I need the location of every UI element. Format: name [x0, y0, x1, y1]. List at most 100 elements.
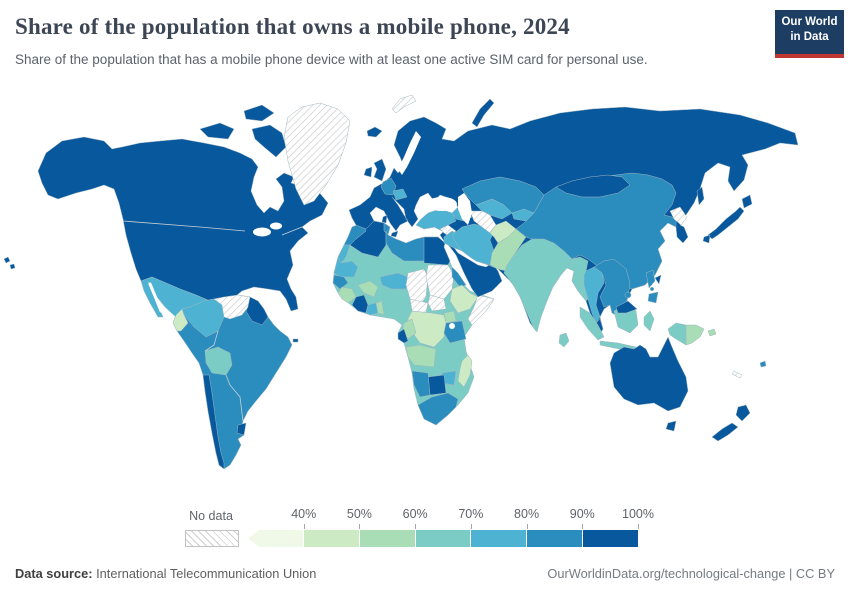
- region-sicily[interactable]: [390, 230, 399, 238]
- region-canada-united-states[interactable]: [37, 136, 329, 312]
- region-japan-kyushu[interactable]: [702, 234, 711, 244]
- region-austria-czechia[interactable]: [392, 188, 408, 201]
- legend-tick: [303, 524, 305, 529]
- chart-footer: Data source: International Telecommunica…: [15, 566, 835, 581]
- region-sulawesi[interactable]: [643, 310, 655, 332]
- region-hawaii[interactable]: [3, 256, 16, 270]
- region-niger[interactable]: [379, 272, 409, 290]
- legend-tick: [470, 524, 472, 529]
- region-egypt[interactable]: [423, 236, 451, 266]
- region-madagascar[interactable]: [457, 354, 473, 388]
- legend-bin-90-100%[interactable]: [582, 530, 639, 547]
- data-source-label: Data source:: [15, 566, 93, 581]
- region-ecuador[interactable]: [172, 308, 189, 332]
- caspian-sea: [458, 193, 472, 225]
- legend-bin-40-50%[interactable]: [302, 530, 359, 547]
- region-japan-honshu[interactable]: [707, 206, 745, 240]
- region-togo-benin[interactable]: [375, 300, 385, 316]
- region-sakhalin[interactable]: [696, 186, 705, 206]
- region-svalbard[interactable]: [391, 94, 417, 114]
- region-senegal[interactable]: [332, 274, 349, 290]
- region-thailand[interactable]: [583, 266, 605, 324]
- region-botswana[interactable]: [427, 374, 447, 396]
- region-novaya-zemlya[interactable]: [471, 98, 495, 128]
- baltic-sea: [398, 131, 421, 175]
- region-uruguay[interactable]: [236, 422, 247, 436]
- region-new-zealand-north[interactable]: [735, 404, 751, 422]
- owid-logo-line1: Our World: [781, 16, 838, 28]
- region-papua-new-guinea[interactable]: [685, 324, 705, 346]
- region-philippines-visayas[interactable]: [649, 286, 655, 292]
- region-germany[interactable]: [380, 177, 397, 196]
- region-burkina-faso[interactable]: [357, 280, 379, 298]
- region-hainan[interactable]: [624, 291, 632, 299]
- region-sri-lanka[interactable]: [558, 332, 570, 348]
- gulf-of-california: [148, 282, 163, 313]
- legend-bin-70-80%[interactable]: [470, 530, 527, 547]
- lake-victoria: [449, 323, 455, 329]
- region-arctic-island-ellesmere[interactable]: [243, 104, 275, 122]
- legend-tick-label: 50%: [346, 507, 372, 521]
- region-arctic-island-baffin[interactable]: [251, 124, 287, 158]
- region-ghana[interactable]: [365, 302, 379, 316]
- map-legend: No data 40% 50% 60% 70% 80% 90% 100%: [0, 507, 850, 551]
- region-guyanas[interactable]: [245, 296, 269, 326]
- region-south-sudan[interactable]: [427, 294, 447, 312]
- region-fiji[interactable]: [759, 360, 767, 368]
- region-venezuela[interactable]: [213, 294, 251, 320]
- region-gabon[interactable]: [397, 328, 409, 344]
- legend-tick-label: 70%: [458, 507, 484, 521]
- region-philippines-luzon[interactable]: [645, 269, 656, 289]
- legend-no-data-swatch[interactable]: [185, 530, 239, 547]
- region-sumatra[interactable]: [579, 306, 605, 341]
- credit-line[interactable]: OurWorldinData.org/technological-change …: [547, 566, 835, 581]
- region-somalia[interactable]: [467, 294, 495, 326]
- region-mongolia[interactable]: [555, 174, 631, 198]
- region-papua-west[interactable]: [667, 322, 687, 346]
- world-choropleth-map: [3, 94, 799, 470]
- region-chad[interactable]: [405, 268, 429, 306]
- region-tasmania[interactable]: [665, 420, 677, 432]
- region-sardinia[interactable]: [381, 214, 388, 224]
- region-australia[interactable]: [609, 336, 689, 412]
- black-sea: [427, 197, 457, 211]
- region-iceland[interactable]: [366, 126, 383, 138]
- legend-tick: [359, 524, 361, 529]
- region-puerto-rico[interactable]: [292, 338, 299, 343]
- legend-bin-<40%[interactable]: [248, 530, 303, 547]
- border-argentina-brazil: [225, 374, 244, 422]
- region-angola[interactable]: [405, 344, 437, 368]
- legend-bin-60-70%[interactable]: [414, 530, 471, 547]
- region-ireland[interactable]: [363, 166, 373, 178]
- great-lakes-east: [270, 222, 282, 230]
- region-new-caledonia[interactable]: [731, 370, 743, 379]
- region-arctic-island-victoria[interactable]: [199, 122, 235, 140]
- owid-logo[interactable]: Our World in Data: [775, 10, 844, 58]
- legend-bin-50-60%[interactable]: [358, 530, 415, 547]
- page-title: Share of the population that owns a mobi…: [15, 14, 570, 39]
- region-taiwan[interactable]: [654, 274, 662, 285]
- region-namibia[interactable]: [411, 370, 431, 398]
- region-ethiopia[interactable]: [449, 284, 479, 314]
- border-us-canada: [122, 220, 303, 236]
- region-india[interactable]: [503, 238, 573, 333]
- region-chile[interactable]: [202, 374, 225, 470]
- region-philippines-mindanao[interactable]: [647, 291, 659, 304]
- legend-bin-80-90%[interactable]: [526, 530, 583, 547]
- region-south-africa[interactable]: [417, 392, 459, 426]
- region-new-zealand-south[interactable]: [711, 422, 739, 442]
- region-sudan[interactable]: [425, 264, 455, 300]
- region-borneo-malaysia[interactable]: [615, 300, 638, 314]
- legend-bar: [248, 530, 639, 547]
- border-peru-brazil: [204, 330, 219, 352]
- region-japan-hokkaido[interactable]: [741, 194, 753, 209]
- region-greenland[interactable]: [283, 102, 351, 206]
- legend-tick-label: 60%: [402, 507, 428, 521]
- region-new-britain[interactable]: [707, 328, 717, 337]
- region-turkey[interactable]: [415, 208, 457, 232]
- region-bolivia[interactable]: [204, 346, 233, 376]
- data-source-line: Data source: International Telecommunica…: [15, 566, 316, 581]
- chart-subtitle: Share of the population that has a mobil…: [15, 52, 648, 67]
- region-north-korea[interactable]: [669, 206, 688, 226]
- region-great-britain[interactable]: [373, 158, 387, 182]
